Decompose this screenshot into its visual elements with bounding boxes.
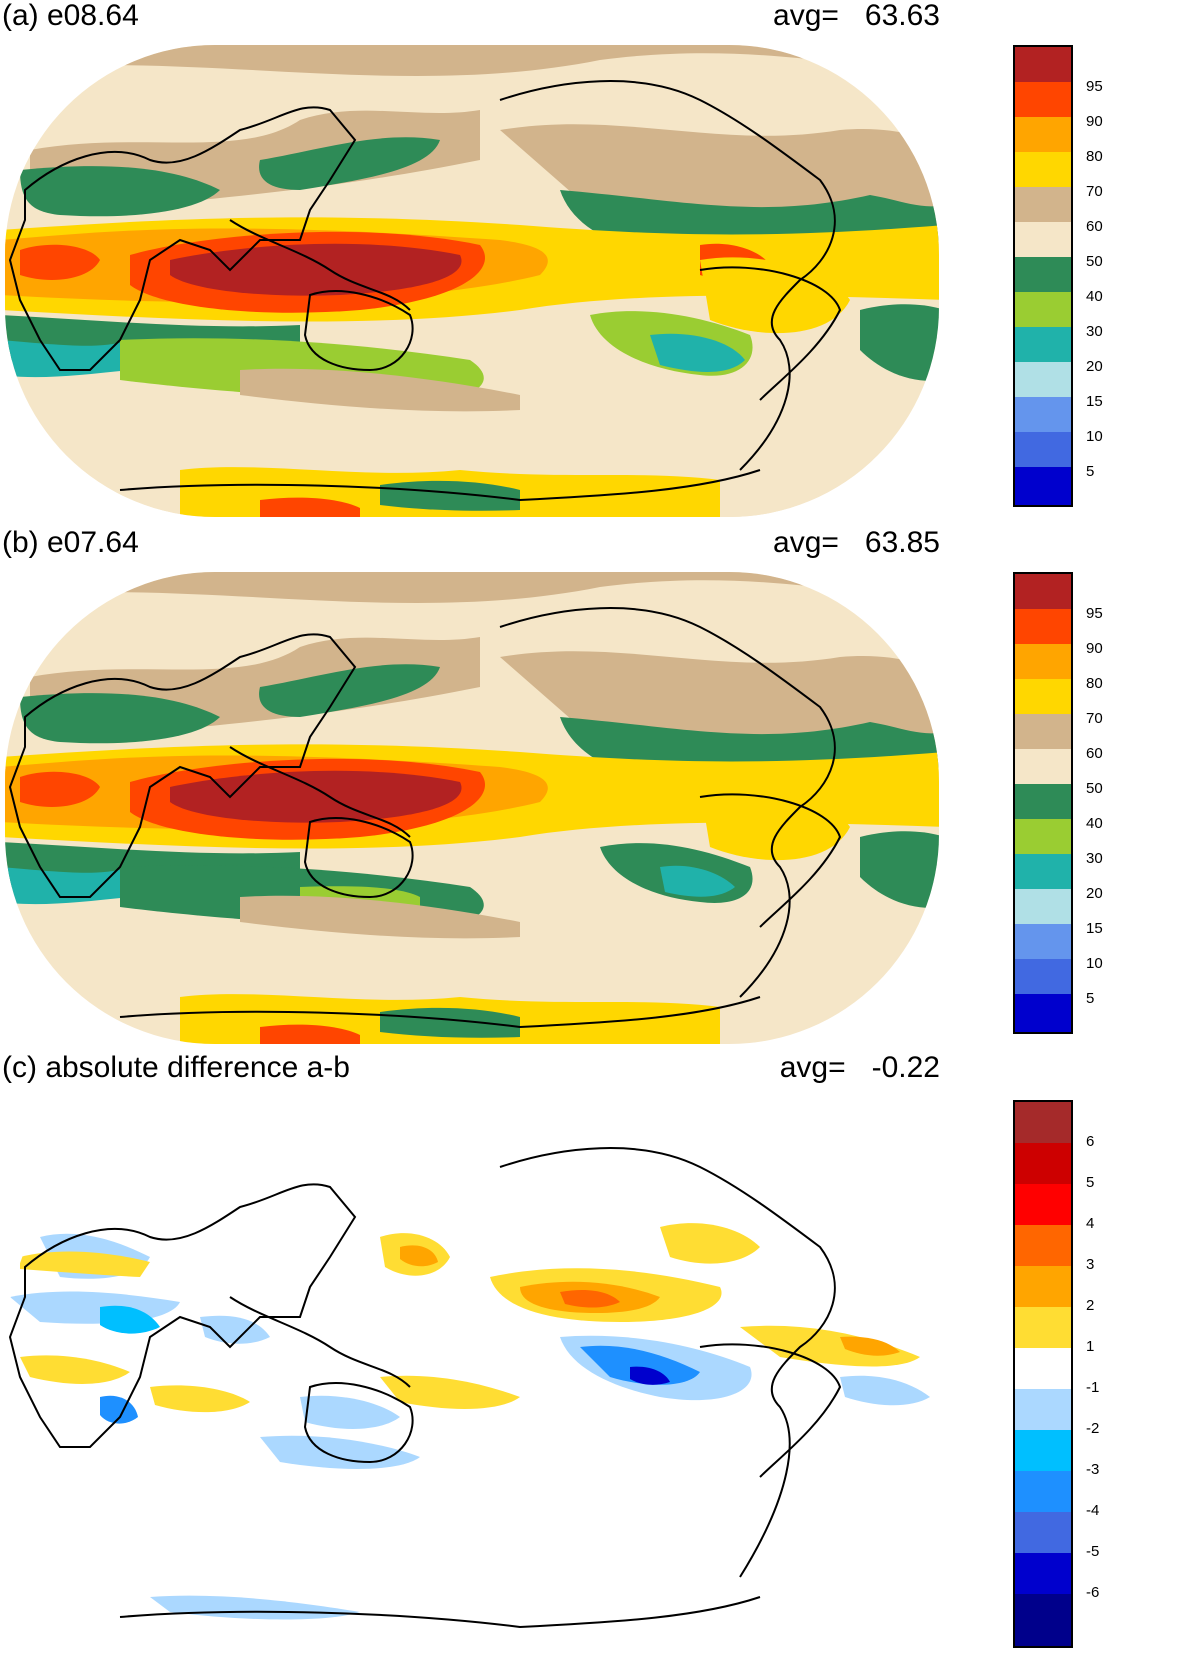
avg-value: -0.22 [871,1051,940,1084]
colorbar-box [1015,854,1071,890]
panel-title: (a) e08.64 [2,0,139,32]
colorbar-box [1015,1307,1071,1349]
colorbar [1013,572,1073,1034]
colorbar-box [1015,1225,1071,1267]
panel-b: (b) e07.64 avg= 63.85 [0,527,1183,1047]
colorbar-tick-label: 95 [1086,78,1103,95]
avg-label: avg= [773,0,839,32]
colorbar-box [1015,714,1071,750]
map-difference [5,1102,939,1652]
panel-c: (c) absolute difference a-b avg= -0.22 [0,1052,1183,1672]
colorbar-tick-label: 40 [1086,288,1103,305]
colorbar-tick-label: -5 [1086,1543,1100,1560]
colorbar-tick-label: 15 [1086,393,1103,410]
colorbar-tick-label: 1 [1086,1338,1095,1355]
colorbar-box [1015,362,1071,398]
colorbar-box [1015,1471,1071,1513]
colorbar-box [1015,1389,1071,1431]
colorbar-tick-label: 30 [1086,850,1103,867]
panel-title: (b) e07.64 [2,526,139,559]
panel-a: (a) e08.64 avg= 63.63 [0,0,1183,520]
colorbar-box [1015,47,1071,83]
colorbar-tick-label: 50 [1086,780,1103,797]
colorbar-box [1015,1594,1071,1646]
colorbar [1013,1100,1073,1648]
colorbar-box [1015,1266,1071,1308]
colorbar-box [1015,959,1071,995]
colorbar-tick-label: -1 [1086,1379,1100,1396]
colorbar-box [1015,1430,1071,1472]
colorbar-tick-label: 60 [1086,218,1103,235]
colorbar-box [1015,1348,1071,1390]
map-field-a [5,45,939,517]
colorbar-tick-label: 2 [1086,1297,1095,1314]
colorbar-tick-label: 90 [1086,640,1103,657]
colorbar-box [1015,432,1071,468]
colorbar-box [1015,397,1071,433]
colorbar-tick-label: 10 [1086,955,1103,972]
colorbar-tick-label: -3 [1086,1461,1100,1478]
colorbar-box [1015,292,1071,328]
colorbar-tick-label: -4 [1086,1502,1100,1519]
colorbar-box [1015,222,1071,258]
colorbar-tick-label: 3 [1086,1256,1095,1273]
colorbar-tick-label: 60 [1086,745,1103,762]
colorbar-box [1015,749,1071,785]
colorbar-tick-label: 95 [1086,605,1103,622]
colorbar-box [1015,1512,1071,1554]
colorbar-box [1015,889,1071,925]
colorbar-tick-label: 20 [1086,885,1103,902]
colorbar-tick-label: 70 [1086,710,1103,727]
avg-label: avg= [779,1051,846,1084]
colorbar-box [1015,82,1071,118]
colorbar-box [1015,784,1071,820]
colorbar-box [1015,819,1071,855]
panel-average: avg= 63.63 [773,1,940,31]
colorbar-box [1015,644,1071,680]
colorbar-box [1015,1184,1071,1226]
colorbar-tick-label: 10 [1086,428,1103,445]
colorbar-tick-label: -2 [1086,1420,1100,1437]
colorbar-tick-label: 20 [1086,358,1103,375]
map-field-b [5,572,939,1044]
panel-average: avg= -0.22 [780,1053,940,1083]
panel-average: avg= 63.85 [773,528,940,558]
colorbar [1013,45,1073,507]
avg-value: 63.85 [864,526,940,559]
colorbar-box [1015,1102,1071,1144]
colorbar-tick-label: 40 [1086,815,1103,832]
colorbar-box [1015,152,1071,188]
colorbar-box [1015,187,1071,223]
colorbar-tick-label: 90 [1086,113,1103,130]
colorbar-box [1015,609,1071,645]
panel-title: (c) absolute difference a-b [2,1051,350,1084]
colorbar-box [1015,257,1071,293]
colorbar-tick-label: 70 [1086,183,1103,200]
colorbar-box [1015,1143,1071,1185]
colorbar-tick-label: 50 [1086,253,1103,270]
colorbar-tick-label: 5 [1086,1174,1095,1191]
colorbar-box [1015,994,1071,1032]
colorbar-tick-label: -6 [1086,1584,1100,1601]
colorbar-box [1015,1553,1071,1595]
colorbar-tick-label: 15 [1086,920,1103,937]
colorbar-tick-label: 80 [1086,675,1103,692]
colorbar-tick-label: 80 [1086,148,1103,165]
colorbar-box [1015,574,1071,610]
colorbar-box [1015,467,1071,505]
colorbar-box [1015,117,1071,153]
colorbar-box [1015,327,1071,363]
colorbar-box [1015,679,1071,715]
avg-value: 63.63 [864,0,940,32]
colorbar-tick-label: 30 [1086,323,1103,340]
colorbar-tick-label: 6 [1086,1133,1095,1150]
colorbar-tick-label: 5 [1086,990,1095,1007]
avg-label: avg= [773,526,839,559]
colorbar-tick-label: 4 [1086,1215,1095,1232]
colorbar-tick-label: 5 [1086,463,1095,480]
colorbar-box [1015,924,1071,960]
